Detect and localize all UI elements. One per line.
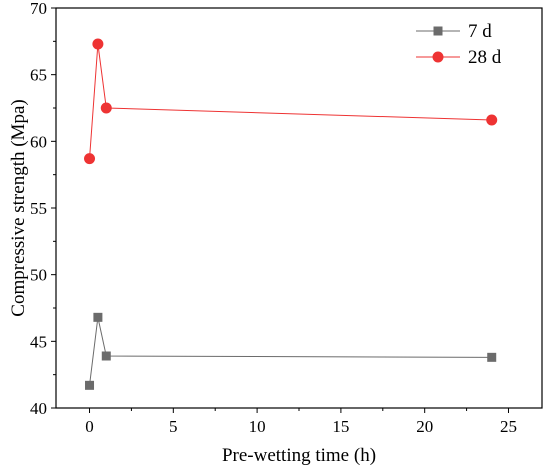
data-point [92, 38, 104, 50]
plot-frame [55, 7, 543, 409]
series-circle [84, 38, 498, 165]
y-tick-label: 70 [30, 0, 47, 18]
data-point [85, 380, 95, 390]
series-line [89, 43, 492, 159]
series-line [89, 317, 492, 386]
x-axis-title: Pre-wetting time (h) [222, 445, 376, 466]
x-tick-label: 5 [169, 417, 178, 436]
y-axis-title: Compressive strength (Mpa) [8, 99, 29, 316]
y-tick-label: 55 [30, 199, 47, 218]
legend-label: 7 d [468, 21, 492, 42]
x-tick-label: 10 [249, 417, 266, 436]
x-tick-label: 25 [500, 417, 517, 436]
legend-marker [433, 26, 443, 36]
legend-marker [432, 51, 444, 63]
data-point [93, 312, 103, 322]
data-point [100, 102, 112, 114]
y-tick-label: 65 [30, 66, 47, 85]
y-tick-label: 40 [30, 399, 47, 418]
x-tick-label: 20 [416, 417, 433, 436]
axes: 0 5 10 15 20 25 40 45 50 55 60 65 70 [30, 0, 543, 436]
x-tick-label: 0 [85, 417, 94, 436]
y-tick-label: 60 [30, 132, 47, 151]
x-tick-label: 15 [332, 417, 349, 436]
legend-label: 28 d [468, 47, 502, 68]
data-point [486, 114, 498, 126]
y-tick-label: 50 [30, 266, 47, 285]
series-square [85, 312, 497, 390]
series-layer [84, 38, 498, 390]
data-point [487, 352, 497, 362]
y-tick-label: 45 [30, 332, 47, 351]
legend: 7 d 28 d [416, 21, 502, 68]
data-point [84, 153, 96, 165]
data-point [101, 351, 111, 361]
